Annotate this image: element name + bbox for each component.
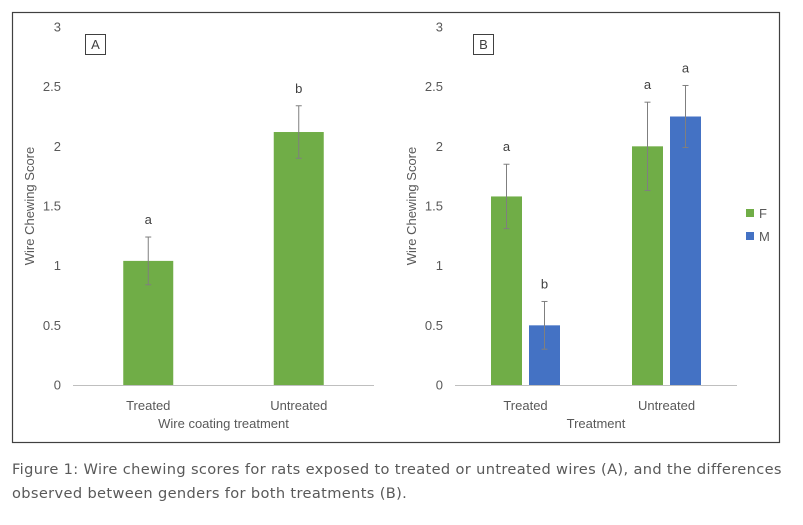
legend-label: F bbox=[759, 206, 767, 221]
significance-label: a bbox=[682, 60, 690, 75]
x-tick-label: Treated bbox=[126, 398, 170, 413]
panel-a: 0 0.5 1 1.5 2 2.5 3 Treated Untreated a b Wire Chew… bbox=[22, 20, 374, 431]
x-axis-title: Wire coating treatment bbox=[158, 416, 289, 431]
y-tick-label: 1 bbox=[54, 258, 61, 273]
bar bbox=[670, 116, 701, 385]
y-tick-label: 0 bbox=[54, 378, 61, 393]
panel-label-box bbox=[473, 34, 494, 55]
significance-label: b bbox=[295, 81, 302, 96]
y-tick-label: 1.5 bbox=[43, 199, 61, 214]
legend-swatch bbox=[746, 232, 754, 240]
significance-label: b bbox=[541, 276, 548, 291]
y-tick-label: 1.5 bbox=[425, 199, 443, 214]
legend-label: M bbox=[759, 229, 770, 244]
panel-b: 0 0.5 1 1.5 2 2.5 3 Treated Untreated a a b a Wire Ch… bbox=[404, 20, 770, 432]
panel-label: B bbox=[479, 37, 488, 52]
y-tick-label: 2 bbox=[54, 139, 61, 154]
y-tick-label: 0.5 bbox=[425, 318, 443, 333]
y-tick-label: 0.5 bbox=[43, 318, 61, 333]
figure-chart-area: 0 0.5 1 1.5 2 2.5 3 Treated Untreated a b Wire Chew… bbox=[11, 11, 781, 444]
significance-label: a bbox=[145, 212, 153, 227]
x-tick-label: Treated bbox=[503, 398, 547, 413]
x-tick-label: Untreated bbox=[270, 398, 327, 413]
y-axis-title: Wire Chewing Score bbox=[22, 147, 37, 266]
legend-swatch bbox=[746, 209, 754, 217]
y-tick-label: 2.5 bbox=[425, 79, 443, 94]
y-tick-label: 3 bbox=[436, 20, 443, 35]
y-tick-label: 3 bbox=[54, 20, 61, 35]
x-axis-title: Treatment bbox=[567, 416, 626, 431]
panel-label-box bbox=[85, 34, 106, 55]
x-tick-label: Untreated bbox=[638, 398, 695, 413]
y-tick-label: 2.5 bbox=[43, 79, 61, 94]
figure-caption: Figure 1: Wire chewing scores for rats e… bbox=[12, 461, 782, 502]
significance-label: a bbox=[644, 77, 652, 92]
y-tick-label: 0 bbox=[436, 378, 443, 393]
y-tick-label: 1 bbox=[436, 258, 443, 273]
bar bbox=[273, 132, 324, 385]
y-tick-label: 2 bbox=[436, 139, 443, 154]
significance-label: a bbox=[503, 139, 511, 154]
panel-label: A bbox=[91, 37, 100, 52]
y-axis-title: Wire Chewing Score bbox=[404, 147, 419, 266]
